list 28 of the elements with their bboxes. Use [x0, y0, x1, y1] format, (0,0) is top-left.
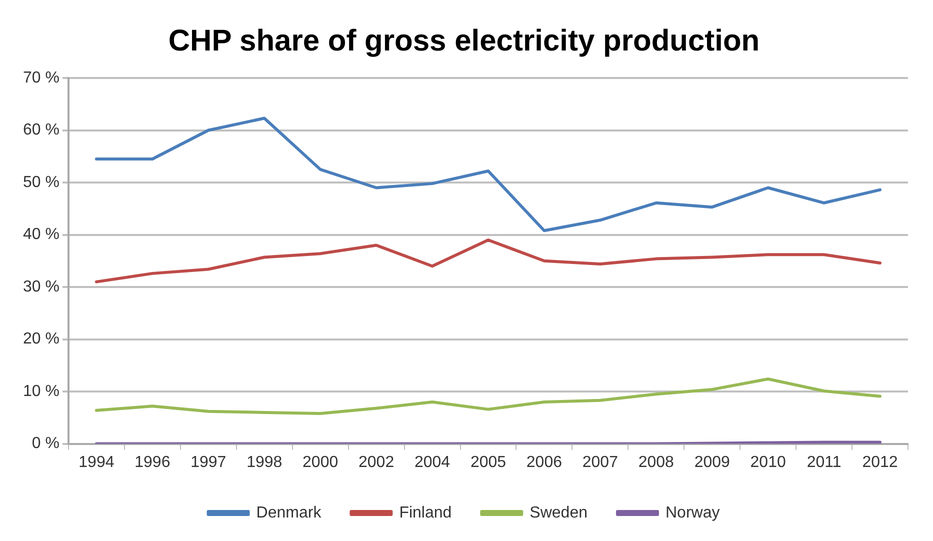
x-tick-label: 1996 — [134, 454, 170, 471]
x-tick-label: 2012 — [862, 454, 898, 471]
legend-label: Norway — [665, 504, 720, 522]
x-tick-label: 2009 — [694, 454, 730, 471]
x-tick-label: 2007 — [582, 454, 618, 471]
x-tick-label: 2011 — [806, 454, 842, 471]
x-tick-label: 2008 — [638, 454, 674, 471]
y-tick-label: 70 % — [23, 69, 60, 86]
x-tick-label: 1997 — [190, 454, 226, 471]
legend-label: Denmark — [256, 504, 322, 522]
y-tick-label: 30 % — [23, 278, 60, 296]
x-tick-label: 1998 — [246, 454, 282, 471]
y-tick-label: 0 % — [32, 435, 60, 452]
y-tick-label: 60 % — [23, 122, 60, 139]
legend-label: Sweden — [530, 504, 588, 522]
x-tick-label: 2004 — [414, 454, 450, 471]
x-tick-label: 2002 — [358, 454, 394, 471]
x-tick-label: 2010 — [750, 454, 786, 471]
y-tick-label: 50 % — [23, 174, 60, 191]
y-tick-label: 20 % — [23, 330, 60, 348]
x-tick-label: 2006 — [526, 454, 562, 471]
x-tick-label: 2000 — [302, 454, 338, 471]
x-tick-label: 2005 — [470, 454, 506, 471]
x-tick-label: 1994 — [78, 454, 114, 471]
y-tick-label: 10 % — [23, 382, 60, 400]
chart-title: CHP share of gross electricity production — [168, 24, 760, 58]
y-tick-label: 40 % — [23, 226, 60, 244]
legend-label: Finland — [399, 504, 452, 522]
